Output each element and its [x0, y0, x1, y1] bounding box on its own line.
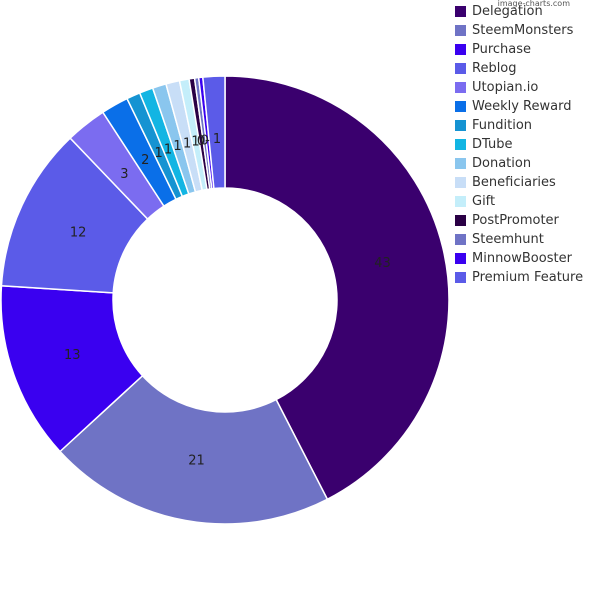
slice-label-delegation: 43 [374, 256, 391, 271]
slice-label-fundition: 1 [155, 146, 163, 161]
legend-item: Weekly Reward [455, 97, 583, 116]
legend-item: Delegation [455, 2, 583, 21]
legend-label: Reblog [472, 61, 517, 76]
legend-swatch [455, 6, 466, 17]
slice-label-utopian-io: 3 [120, 167, 128, 182]
legend-item: Steemhunt [455, 230, 583, 249]
legend-label: Premium Feature [472, 270, 584, 285]
legend-swatch [455, 272, 466, 283]
slice-label-premium-feature: 1 [213, 132, 221, 147]
legend-item: PostPromoter [455, 211, 583, 230]
legend-item: Fundition [455, 116, 583, 135]
legend-label: Weekly Reward [472, 99, 572, 114]
legend-label: Purchase [472, 42, 532, 57]
legend-swatch [455, 177, 466, 188]
legend-item: Utopian.io [455, 78, 583, 97]
legend-label: MinnowBooster [472, 251, 572, 266]
slice-label-donation: 1 [173, 139, 181, 154]
legend-swatch [455, 215, 466, 226]
slice-label-gift: 1 [191, 135, 199, 150]
legend-swatch [455, 120, 466, 131]
legend-label: Gift [472, 194, 496, 209]
legend-swatch [455, 234, 466, 245]
legend-label: Delegation [472, 4, 543, 19]
legend-swatch [455, 253, 466, 264]
legend-swatch [455, 63, 466, 74]
legend-swatch [455, 158, 466, 169]
legend-item: Reblog [455, 59, 583, 78]
legend-swatch [455, 44, 466, 55]
legend-label: PostPromoter [472, 213, 559, 228]
watermark: image-charts.com [497, 0, 570, 8]
slice-label-steemhunt: 0 [200, 133, 208, 148]
slice-label-beneficiaries: 1 [183, 136, 191, 151]
legend-item: Premium Feature [455, 268, 583, 287]
legend-item: MinnowBooster [455, 249, 583, 268]
slice-label-reblog: 12 [70, 226, 87, 241]
legend-swatch [455, 82, 466, 93]
legend-label: Steemhunt [472, 232, 544, 247]
legend-label: Utopian.io [472, 80, 539, 95]
legend-label: SteemMonsters [472, 23, 574, 38]
legend-item: Gift [455, 192, 583, 211]
legend-label: DTube [472, 137, 513, 152]
slice-label-weekly-reward: 2 [141, 153, 149, 168]
legend-swatch [455, 139, 466, 150]
legend-label: Beneficiaries [472, 175, 556, 190]
slice-steemmonsters [58, 374, 329, 525]
legend: Delegation SteemMonsters Purchase Reblog Uto… [455, 2, 583, 287]
slice-delegation [224, 75, 450, 501]
legend-swatch [455, 196, 466, 207]
legend-item: DTube [455, 135, 583, 154]
slice-premium-feature [201, 75, 226, 190]
legend-label: Fundition [472, 118, 533, 133]
slice-label-purchase: 13 [64, 348, 81, 363]
slice-label-dtube: 1 [164, 142, 172, 157]
legend-item: Purchase [455, 40, 583, 59]
legend-item: SteemMonsters [455, 21, 583, 40]
slice-label-postpromoter: 0 [197, 134, 205, 149]
slice-label-minnowbooster: - [205, 133, 210, 148]
legend-item: Beneficiaries [455, 173, 583, 192]
legend-swatch [455, 101, 466, 112]
legend-swatch [455, 25, 466, 36]
donut-slices [0, 75, 450, 525]
legend-label: Donation [472, 156, 532, 171]
slice-label-steemmonsters: 21 [188, 453, 205, 468]
legend-item: Donation [455, 154, 583, 173]
